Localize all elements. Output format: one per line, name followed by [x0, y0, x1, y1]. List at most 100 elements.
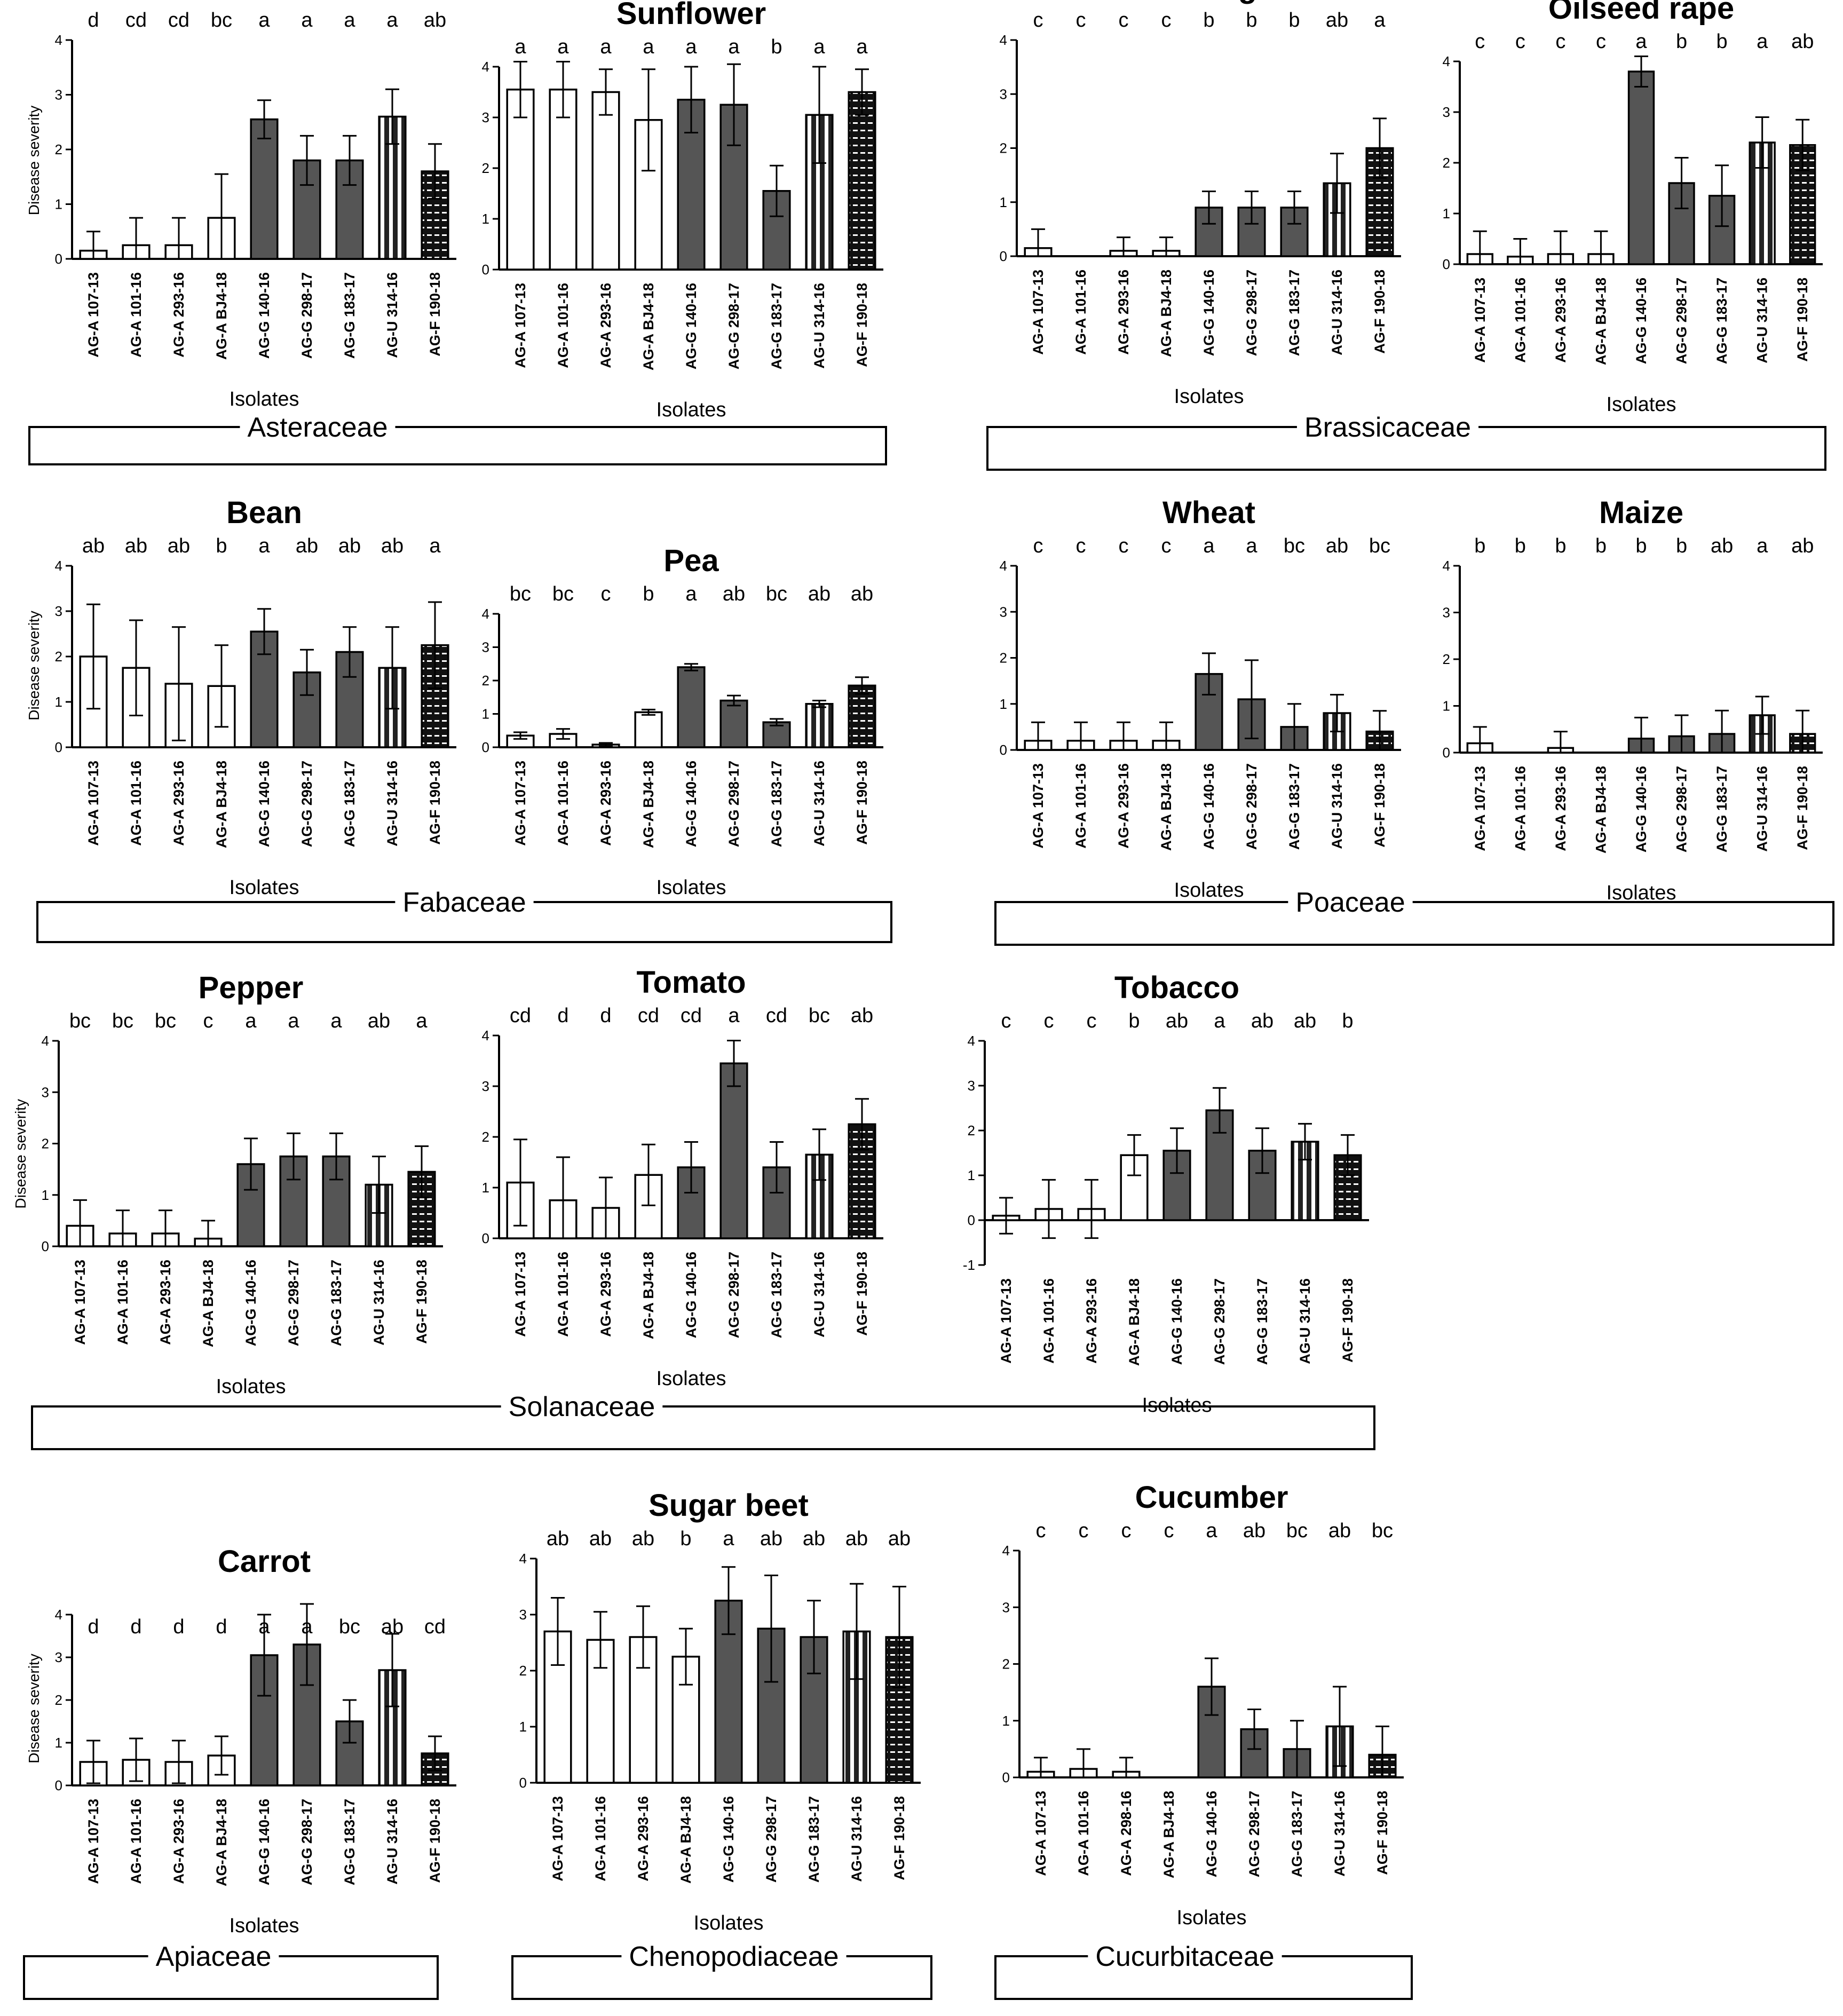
- chart-cabbage: Cabbage 0 1 2 3 4 c AG-A 107-13 c AG-A 101-16 c AG-…: [1000, 0, 1401, 408]
- category-label: AG-A BJ4-18: [1158, 763, 1174, 851]
- y-tick-label: 1: [55, 1735, 62, 1751]
- y-tick-label: 2: [1443, 651, 1450, 667]
- category-label: AG-F 190-18: [427, 761, 443, 845]
- y-tick-label: 0: [1443, 745, 1450, 761]
- significance-letter: b: [1246, 9, 1257, 31]
- bar-ag-g-298-17: [1240, 1728, 1269, 1778]
- significance-letter: a: [1206, 1520, 1217, 1542]
- bar-ag-g-140-16: [714, 1600, 743, 1784]
- significance-letter: b: [1595, 535, 1607, 557]
- significance-letter: c: [1164, 1520, 1174, 1542]
- significance-letter: ab: [338, 535, 361, 557]
- y-tick-label: 2: [1000, 650, 1007, 666]
- significance-letter: b: [680, 1528, 691, 1550]
- y-tick-label: 3: [1443, 605, 1450, 621]
- category-label: AG-G 298-17: [1674, 766, 1690, 852]
- category-label: AG-A 293-16: [1553, 766, 1569, 851]
- significance-letter: bc: [339, 1616, 360, 1638]
- y-tick-label: 0: [482, 1230, 489, 1246]
- y-tick-label: 2: [968, 1122, 975, 1139]
- significance-letter: d: [600, 1005, 611, 1027]
- y-tick-label: 0: [482, 739, 489, 755]
- y-tick-label: 4: [1000, 558, 1007, 574]
- significance-letter: a: [416, 1010, 428, 1032]
- y-tick-label: 2: [1443, 155, 1450, 171]
- category-label: AG-A 293-16: [635, 1796, 651, 1881]
- significance-letter: c: [1515, 30, 1525, 53]
- category-label: AG-A BJ4-18: [640, 283, 656, 370]
- x-axis-label: Isolates: [1174, 879, 1244, 902]
- category-label: AG-A 107-13: [512, 761, 528, 846]
- y-tick-label: 4: [519, 1551, 527, 1567]
- significance-letter: bc: [69, 1010, 91, 1032]
- y-tick-label: 3: [519, 1607, 527, 1623]
- y-tick-label: 2: [42, 1136, 49, 1152]
- y-tick-label: -1: [963, 1257, 975, 1273]
- significance-letter: b: [1555, 535, 1566, 557]
- significance-letter: a: [301, 9, 313, 31]
- category-label: AG-U 314-16: [384, 761, 400, 847]
- chart-sunflower: Sunflower 0 1 2 3 4 a AG-A 107-13 a AG-A 101-16 a A…: [482, 0, 883, 421]
- significance-letter: cd: [766, 1005, 787, 1027]
- family-brassicaceae: Brassicaceae: [986, 412, 1826, 471]
- category-label: AG-G 140-16: [256, 761, 272, 847]
- category-label: AG-U 314-16: [384, 1799, 400, 1885]
- significance-letter: c: [1036, 1520, 1046, 1542]
- category-label: AG-G 183-17: [342, 272, 358, 359]
- significance-letter: a: [1635, 30, 1647, 53]
- significance-letter: ab: [1791, 30, 1814, 53]
- y-tick-label: 0: [42, 1238, 49, 1254]
- category-label: AG-A 101-16: [128, 1799, 144, 1884]
- category-label: AG-G 298-17: [299, 1799, 315, 1885]
- category-label: AG-A 107-13: [1030, 763, 1046, 849]
- significance-letter: a: [557, 36, 569, 58]
- significance-letter: d: [130, 1616, 141, 1638]
- significance-letter: c: [1033, 9, 1043, 31]
- category-label: AG-G 183-17: [342, 761, 358, 847]
- significance-letter: ab: [1791, 535, 1814, 557]
- category-label: AG-A 107-13: [85, 1799, 101, 1884]
- y-tick-label: 1: [1443, 698, 1450, 714]
- category-label: AG-A 101-16: [115, 1260, 131, 1345]
- family-label-gap: [148, 1953, 279, 1959]
- y-tick-label: 0: [1443, 256, 1450, 272]
- category-label: AG-A 101-16: [1075, 1791, 1091, 1876]
- significance-letter: a: [1374, 9, 1386, 31]
- category-label: AG-A 107-13: [1030, 270, 1046, 355]
- bar-ag-u-314-16: [805, 703, 834, 748]
- bar-ag-g-298-17: [719, 1062, 748, 1239]
- category-label: AG-G 140-16: [256, 272, 272, 359]
- y-tick-label: 3: [1000, 86, 1007, 102]
- y-tick-label: 1: [1000, 696, 1007, 712]
- significance-letter: b: [1288, 9, 1300, 31]
- significance-letter: a: [258, 1616, 270, 1638]
- category-label: AG-A 107-13: [1472, 766, 1488, 851]
- significance-letter: a: [723, 1528, 734, 1550]
- chart-maize: Maize 0 1 2 3 4 b AG-A 107-13 b AG-A 101-16 b AG-A …: [1443, 495, 1823, 904]
- family-poaceae: Poaceae: [994, 887, 1834, 946]
- significance-letter: c: [1044, 1010, 1054, 1032]
- category-label: AG-A 101-16: [128, 761, 144, 846]
- chart-title: Maize: [1599, 495, 1683, 530]
- significance-letter: b: [643, 583, 654, 605]
- chart-title: Wheat: [1162, 495, 1255, 530]
- bar-ag-g-140-16: [250, 118, 279, 260]
- x-axis-label: Isolates: [230, 876, 299, 899]
- significance-letter: bc: [155, 1010, 176, 1032]
- significance-letter: ab: [1251, 1010, 1274, 1032]
- family-label: Cucurbitaceae: [1095, 1941, 1274, 1972]
- y-tick-label: 0: [519, 1775, 527, 1791]
- y-tick-label: 2: [519, 1663, 527, 1679]
- significance-letter: a: [258, 9, 270, 31]
- category-label: AG-G 298-17: [299, 272, 315, 359]
- category-label: AG-A BJ4-18: [213, 1799, 230, 1886]
- significance-letter: ab: [851, 1005, 873, 1027]
- chart-cucumber: Cucumber 0 1 2 3 4 c AG-A 107-13 c AG-A 101-16 c AG…: [1002, 1480, 1404, 1929]
- y-tick-label: 4: [42, 1033, 49, 1049]
- significance-letter: ab: [547, 1528, 569, 1550]
- significance-letter: b: [1203, 9, 1214, 31]
- y-tick-label: 0: [482, 262, 489, 278]
- significance-letter: b: [1342, 1010, 1353, 1032]
- family-cucurbitaceae: Cucurbitaceae: [994, 1941, 1413, 2000]
